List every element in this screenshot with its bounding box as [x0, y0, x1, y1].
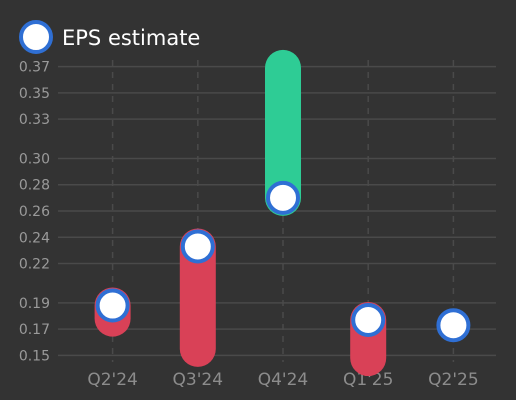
- bar-layer: [94, 49, 387, 377]
- y-tick-label: 0.24: [19, 230, 50, 246]
- y-axis-ticks: 0.15 0.17 0.19 0.22 0.24 0.26 0.28 0.30 0.33 0.35…: [19, 60, 50, 365]
- y-tick-label: 0.19: [19, 296, 50, 312]
- eps-estimate-marker: [180, 229, 215, 264]
- x-tick-label: Q2'24: [87, 370, 138, 390]
- x-axis-ticks: Q2'24 Q3'24 Q4'24 Q1'25 Q2'25: [87, 370, 478, 390]
- y-tick-label: 0.22: [19, 257, 50, 273]
- y-tick-label: 0.15: [19, 348, 50, 364]
- y-tick-label: 0.35: [19, 86, 50, 102]
- y-tick-label: 0.28: [19, 178, 50, 194]
- legend: EPS estimate: [19, 20, 200, 54]
- eps-estimate-marker: [436, 308, 471, 343]
- x-tick-label: Q2'25: [428, 370, 479, 390]
- y-tick-label: 0.17: [19, 322, 50, 338]
- y-tick-label: 0.26: [19, 204, 50, 220]
- legend-marker: [19, 20, 53, 54]
- eps-estimate-marker: [266, 180, 300, 215]
- legend-label: EPS estimate: [62, 26, 200, 50]
- x-tick-label: Q1'25: [343, 370, 394, 390]
- marker-layer: [95, 180, 471, 343]
- x-tick-label: Q4'24: [258, 370, 309, 390]
- x-tick-label: Q3'24: [173, 370, 224, 390]
- y-tick-label: 0.37: [19, 60, 50, 76]
- eps-estimate-marker: [95, 288, 130, 323]
- y-tick-label: 0.33: [19, 112, 50, 128]
- eps-estimate-marker: [351, 302, 386, 337]
- y-tick-label: 0.30: [19, 151, 50, 167]
